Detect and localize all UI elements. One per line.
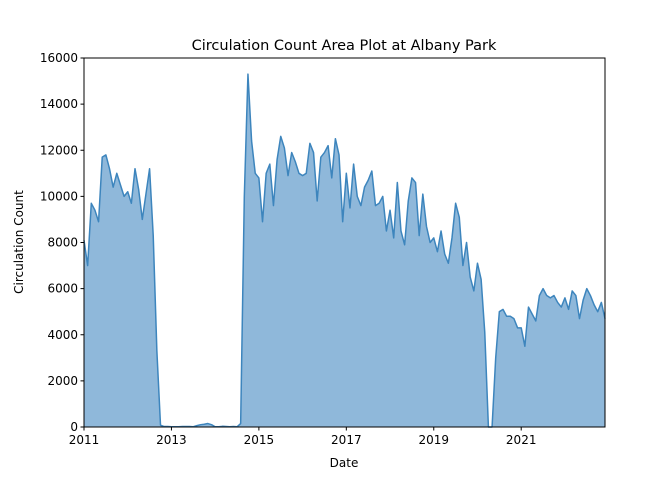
x-axis-label: Date — [330, 456, 359, 470]
axes: 0 2000 4000 6000 8000 10000 12000 14000 16000 201… — [40, 51, 606, 447]
area-fill — [84, 74, 605, 427]
plot-area — [83, 73, 606, 428]
x-tick-label: 2011 — [69, 433, 100, 447]
y-tick-label: 16000 — [40, 51, 78, 65]
x-tick-label: 2015 — [244, 433, 275, 447]
y-tick-label: 14000 — [40, 97, 78, 111]
chart-title: Circulation Count Area Plot at Albany Pa… — [192, 38, 497, 54]
y-tick-label: 0 — [70, 420, 78, 434]
x-tick-label: 2013 — [156, 433, 187, 447]
y-tick-label: 8000 — [47, 236, 78, 250]
x-tick-label: 2017 — [331, 433, 362, 447]
y-tick-label: 2000 — [47, 374, 78, 388]
y-tick-label: 6000 — [47, 282, 78, 296]
y-tick-label: 4000 — [47, 328, 78, 342]
y-tick-label: 12000 — [40, 143, 78, 157]
y-tick-label: 10000 — [40, 189, 78, 203]
y-axis-label: Circulation Count — [12, 190, 26, 294]
x-tick-label: 2019 — [418, 433, 449, 447]
x-tick-label: 2021 — [506, 433, 537, 447]
